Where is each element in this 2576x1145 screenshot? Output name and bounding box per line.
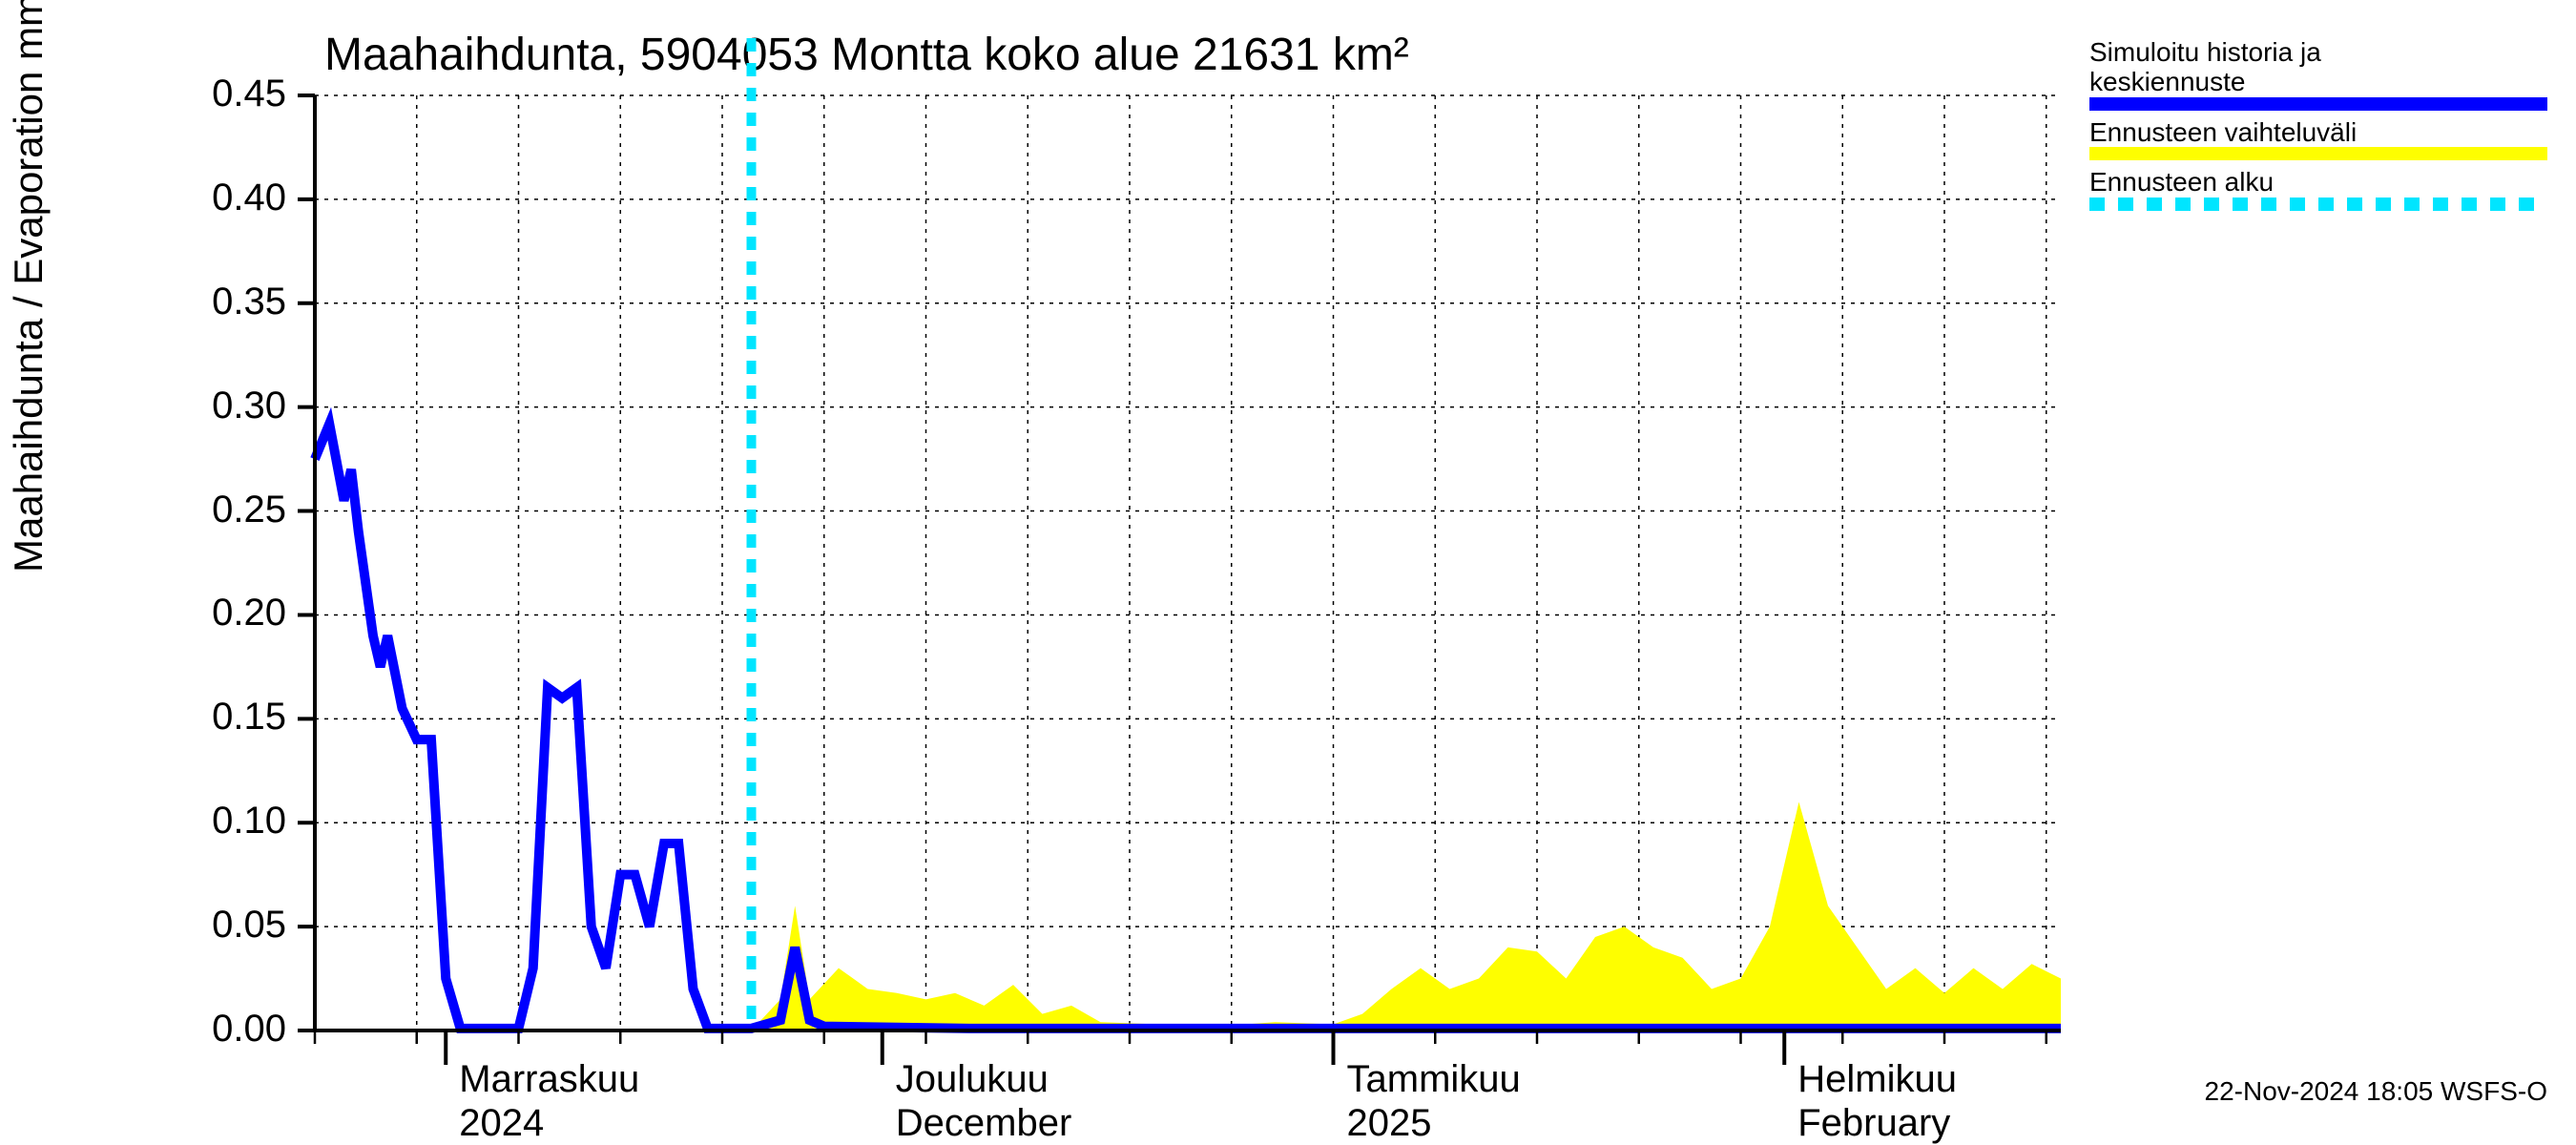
x-month-label: Tammikuu2025 bbox=[1347, 1057, 1521, 1145]
y-tick-label: 0.00 bbox=[172, 1008, 286, 1051]
legend-entry: Ennusteen alku bbox=[2089, 168, 2547, 211]
x-month-label: HelmikuuFebruary bbox=[1797, 1057, 1957, 1145]
forecast-band bbox=[752, 802, 2062, 1030]
legend-swatch bbox=[2089, 198, 2547, 211]
x-month-label: Marraskuu2024 bbox=[459, 1057, 639, 1145]
legend-swatch bbox=[2089, 97, 2547, 111]
y-tick-label: 0.30 bbox=[172, 385, 286, 427]
legend-swatch bbox=[2089, 147, 2547, 160]
chart-stage: Maahaihdunta / Evaporation mm/d Maahaihd… bbox=[0, 0, 2576, 1145]
footer-timestamp: 22-Nov-2024 18:05 WSFS-O bbox=[2205, 1076, 2548, 1107]
y-tick-label: 0.25 bbox=[172, 489, 286, 531]
legend-label: Ennusteen vaihteluväli bbox=[2089, 118, 2547, 148]
y-tick-label: 0.45 bbox=[172, 73, 286, 115]
y-tick-label: 0.10 bbox=[172, 800, 286, 843]
y-tick-label: 0.15 bbox=[172, 696, 286, 739]
legend-label: Simuloitu historia jakeskiennuste bbox=[2089, 38, 2547, 97]
x-month-label: JoulukuuDecember bbox=[896, 1057, 1072, 1145]
y-tick-label: 0.40 bbox=[172, 177, 286, 219]
y-tick-label: 0.05 bbox=[172, 904, 286, 947]
legend-label: Ennusteen alku bbox=[2089, 168, 2547, 198]
y-tick-label: 0.35 bbox=[172, 281, 286, 323]
legend: Simuloitu historia jakeskiennuste Ennuste… bbox=[2089, 38, 2547, 219]
legend-entry: Simuloitu historia jakeskiennuste bbox=[2089, 38, 2547, 111]
legend-entry: Ennusteen vaihteluväli bbox=[2089, 118, 2547, 161]
y-tick-label: 0.20 bbox=[172, 592, 286, 635]
